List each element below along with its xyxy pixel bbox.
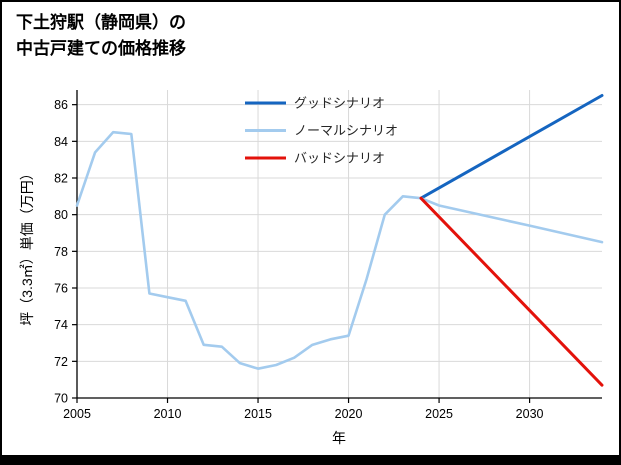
x-tick-label: 2015 — [244, 407, 272, 421]
page-title: 下土狩駅（静岡県）の 中古戸建ての価格推移 — [16, 10, 186, 61]
y-tick-label: 82 — [54, 172, 68, 186]
y-tick-label: 84 — [54, 135, 68, 149]
page-title-line1: 下土狩駅（静岡県）の — [16, 13, 186, 32]
chart-plot-area: 2005 2010 2015 2020 2025 2030 70 72 74 76 78 80 82 84… — [54, 90, 604, 421]
series-line-good — [419, 94, 604, 200]
x-tick-label: 2005 — [63, 407, 91, 421]
legend-label-normal: ノーマルシナリオ — [294, 123, 398, 138]
y-tick-label: 78 — [54, 245, 68, 259]
y-tick-label: 70 — [54, 392, 68, 406]
series-line-bad — [419, 196, 604, 387]
x-tick-label: 2020 — [335, 407, 363, 421]
legend-label-bad: バッドシナリオ — [294, 151, 385, 166]
bottom-border-bar — [2, 455, 619, 463]
x-tick-label: 2030 — [516, 407, 544, 421]
series-line-normal — [75, 130, 604, 370]
legend-label-good: グッドシナリオ — [294, 96, 385, 111]
x-axis-label: 年 — [332, 430, 346, 446]
y-tick-label: 86 — [54, 98, 68, 112]
y-tick-label: 72 — [54, 355, 68, 369]
y-tick-label: 76 — [54, 282, 68, 296]
y-tick-label: 80 — [54, 208, 68, 222]
y-axis-label: 坪（3.3㎡）単価（万円） — [19, 166, 35, 325]
x-tick-label: 2010 — [154, 407, 182, 421]
y-tick-label: 74 — [54, 318, 68, 332]
x-tick-label: 2025 — [425, 407, 453, 421]
page-title-line2: 中古戸建ての価格推移 — [16, 38, 186, 58]
